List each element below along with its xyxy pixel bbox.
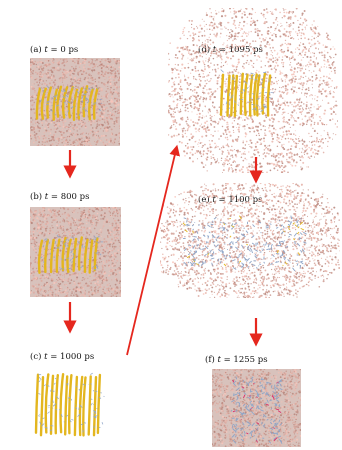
arrow-c-to-d-icon [126, 144, 180, 356]
panel-label-f: (f) t = 1255 ps [205, 355, 268, 365]
snapshot-f [212, 369, 301, 447]
snapshot-a [30, 58, 120, 146]
snapshot-d [168, 8, 338, 173]
panel-label-a: (a) t = 0 ps [30, 45, 79, 55]
snapshot-e [160, 183, 340, 298]
panel-label-e: (e) t = 1100 ps [198, 195, 263, 205]
snapshot-c [34, 372, 105, 437]
panel-label-b: (b) t = 800 ps [30, 192, 90, 202]
snapshot-b [30, 207, 121, 297]
panel-label-c: (c) t = 1000 ps [30, 352, 95, 362]
